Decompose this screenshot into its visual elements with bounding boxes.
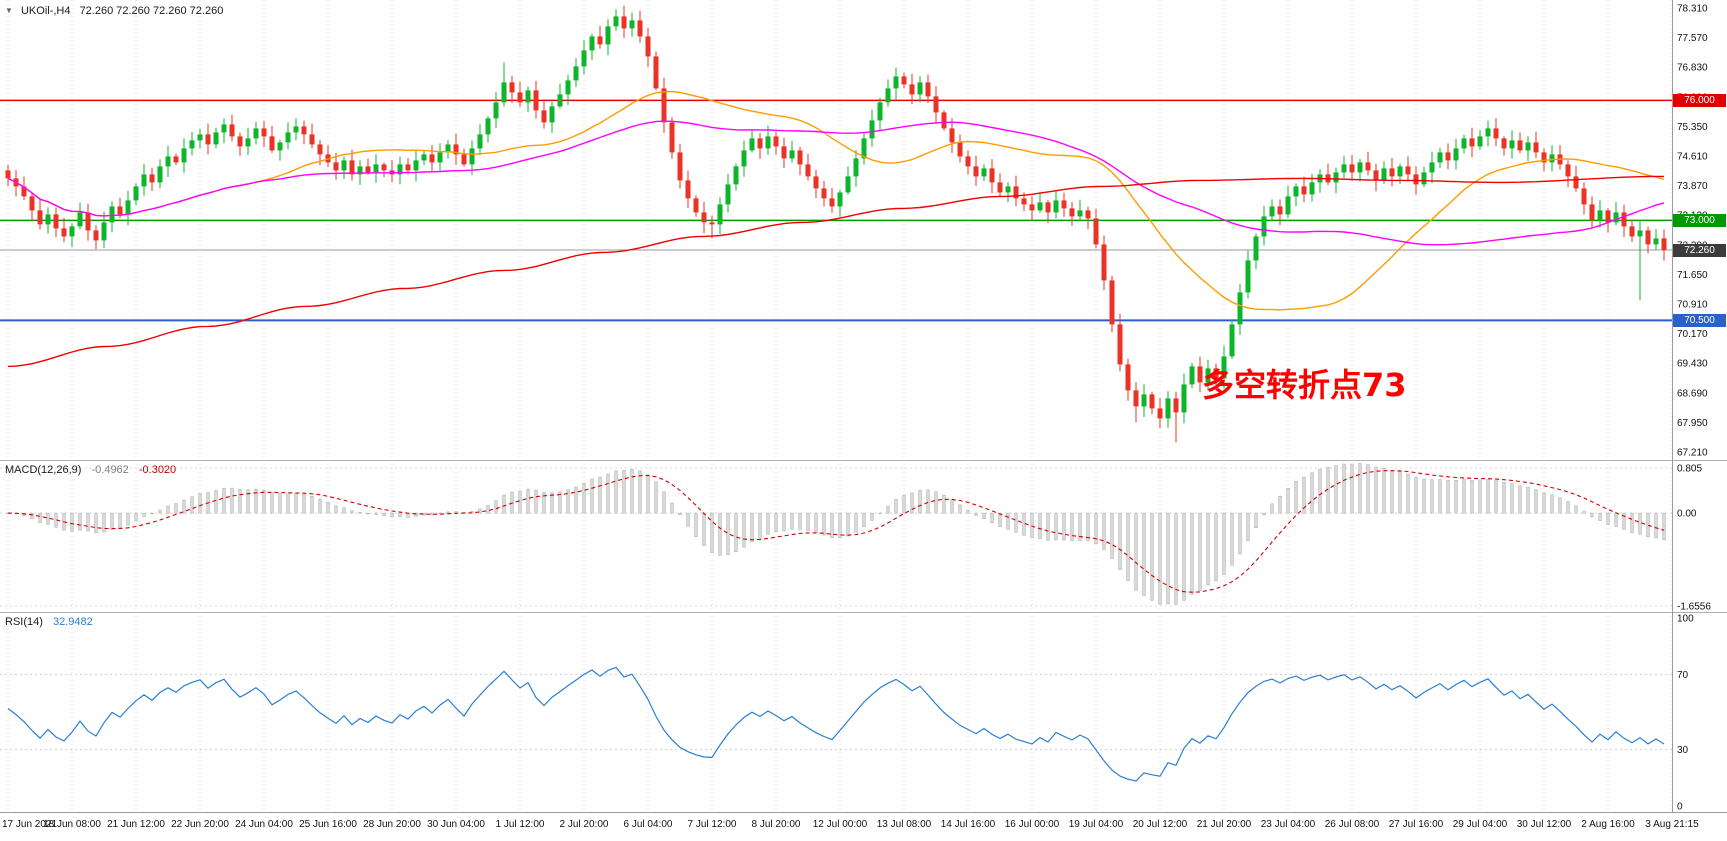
svg-text:0.00: 0.00 <box>1677 509 1697 520</box>
svg-text:29 Jul 04:00: 29 Jul 04:00 <box>1453 819 1508 830</box>
svg-text:74.610: 74.610 <box>1677 152 1708 163</box>
macd-signal-line <box>7 470 1665 593</box>
svg-text:14 Jul 16:00: 14 Jul 16:00 <box>941 819 996 830</box>
chart-marker-icon: ▼ <box>5 6 13 15</box>
svg-text:19 Jul 04:00: 19 Jul 04:00 <box>1069 819 1124 830</box>
macd-name: MACD(12,26,9) <box>5 464 82 476</box>
svg-text:23 Jul 04:00: 23 Jul 04:00 <box>1261 819 1316 830</box>
svg-text:3 Aug 21:15: 3 Aug 21:15 <box>1645 819 1699 830</box>
svg-text:21 Jul 20:00: 21 Jul 20:00 <box>1197 819 1252 830</box>
ohlc-readout: 72.260 72.260 72.260 72.260 <box>79 5 224 17</box>
price-tag-support: 70.500 <box>1673 313 1726 327</box>
price-tag-resistance: 76.000 <box>1673 93 1726 107</box>
svg-text:76.830: 76.830 <box>1677 63 1708 74</box>
svg-text:100: 100 <box>1677 614 1694 625</box>
svg-text:-1.6556: -1.6556 <box>1677 602 1711 613</box>
symbol-info: ▼ UKOil-,H4 72.260 72.260 72.260 72.260 <box>5 5 223 17</box>
svg-text:21 Jun 12:00: 21 Jun 12:00 <box>107 819 165 830</box>
ma-fast <box>7 90 1665 311</box>
svg-text:6 Jul 04:00: 6 Jul 04:00 <box>624 819 673 830</box>
price-tag-current: 72.260 <box>1673 243 1726 257</box>
svg-text:30: 30 <box>1677 745 1689 756</box>
svg-text:22 Jun 20:00: 22 Jun 20:00 <box>171 819 229 830</box>
rsi-indicator-label: RSI(14) 32.9482 <box>5 616 93 628</box>
svg-text:67.950: 67.950 <box>1677 418 1708 429</box>
svg-text:70: 70 <box>1677 670 1689 681</box>
candles <box>5 5 1667 443</box>
svg-text:26 Jul 08:00: 26 Jul 08:00 <box>1325 819 1380 830</box>
svg-text:27 Jul 16:00: 27 Jul 16:00 <box>1389 819 1444 830</box>
rsi-line <box>7 666 1665 782</box>
chart-annotation-text: 多空转折点73 <box>1202 366 1407 404</box>
ma-slow <box>7 175 1664 368</box>
svg-text:67.210: 67.210 <box>1677 448 1708 459</box>
rsi-name: RSI(14) <box>5 616 43 628</box>
svg-text:24 Jun 04:00: 24 Jun 04:00 <box>235 819 293 830</box>
svg-text:73.870: 73.870 <box>1677 181 1708 192</box>
macd-indicator-label: MACD(12,26,9) -0.4962 -0.3020 <box>5 464 176 476</box>
macd-histogram <box>6 463 1666 605</box>
svg-text:68.690: 68.690 <box>1677 388 1708 399</box>
svg-text:1 Jul 12:00: 1 Jul 12:00 <box>496 819 545 830</box>
rsi-value: 32.9482 <box>52 616 93 628</box>
price-axis-labels: 78.31077.57076.83076.09075.35074.61073.8… <box>1677 4 1711 813</box>
svg-text:25 Jun 16:00: 25 Jun 16:00 <box>299 819 357 830</box>
svg-text:71.650: 71.650 <box>1677 270 1708 281</box>
gridlines <box>7 0 1673 812</box>
macd-main-value: -0.4962 <box>91 464 129 476</box>
svg-text:13 Jul 08:00: 13 Jul 08:00 <box>877 819 932 830</box>
svg-text:75.350: 75.350 <box>1677 122 1708 133</box>
svg-text:2 Jul 20:00: 2 Jul 20:00 <box>560 819 609 830</box>
svg-text:30 Jun 04:00: 30 Jun 04:00 <box>427 819 485 830</box>
svg-text:28 Jun 20:00: 28 Jun 20:00 <box>363 819 421 830</box>
svg-text:0.805: 0.805 <box>1677 464 1702 475</box>
svg-text:7 Jul 12:00: 7 Jul 12:00 <box>688 819 737 830</box>
price-tag-pivot: 73.000 <box>1673 213 1726 227</box>
svg-text:0: 0 <box>1677 802 1683 813</box>
svg-text:8 Jul 20:00: 8 Jul 20:00 <box>752 819 801 830</box>
svg-text:2 Aug 16:00: 2 Aug 16:00 <box>1581 819 1635 830</box>
svg-text:69.430: 69.430 <box>1677 359 1708 370</box>
svg-text:70.170: 70.170 <box>1677 329 1708 340</box>
macd-signal-value: -0.3020 <box>138 464 177 476</box>
ma-mid <box>7 120 1665 246</box>
svg-text:70.910: 70.910 <box>1677 300 1708 311</box>
svg-text:12 Jul 00:00: 12 Jul 00:00 <box>813 819 868 830</box>
svg-text:17 Jun 2021: 17 Jun 2021 <box>2 819 57 830</box>
svg-text:20 Jul 12:00: 20 Jul 12:00 <box>1133 819 1188 830</box>
svg-text:18 Jun 08:00: 18 Jun 08:00 <box>43 819 101 830</box>
svg-text:78.310: 78.310 <box>1677 4 1708 15</box>
svg-text:16 Jul 00:00: 16 Jul 00:00 <box>1005 819 1060 830</box>
symbol-timeframe: UKOil-,H4 <box>20 5 71 17</box>
svg-text:77.570: 77.570 <box>1677 33 1708 44</box>
svg-text:30 Jul 12:00: 30 Jul 12:00 <box>1517 819 1572 830</box>
